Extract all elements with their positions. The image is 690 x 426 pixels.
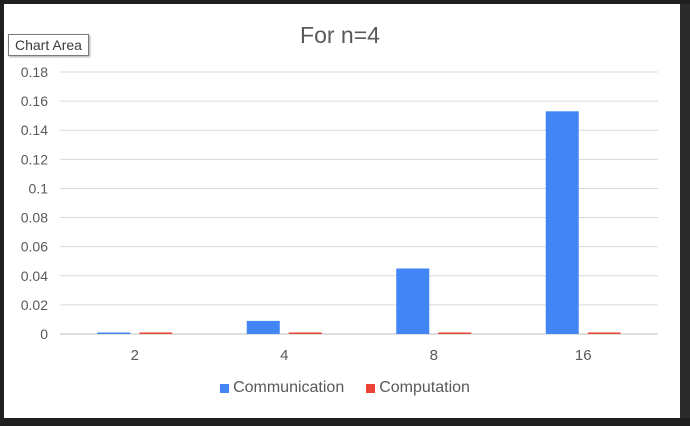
bar-computation-16[interactable] xyxy=(587,332,621,335)
y-tick-label: 0.18 xyxy=(21,64,48,80)
y-tick-label: 0.16 xyxy=(21,93,48,109)
bar-computation-4[interactable] xyxy=(288,332,322,335)
x-tick-label: 8 xyxy=(430,347,438,364)
y-tick-label: 0.04 xyxy=(21,268,48,284)
y-tick-label: 0.14 xyxy=(21,122,48,138)
y-tick-label: 0.08 xyxy=(21,210,48,226)
y-tick-label: 0.02 xyxy=(21,297,48,313)
legend-label-communication: Communication xyxy=(233,379,345,396)
legend-item-communication[interactable]: Communication xyxy=(220,379,344,397)
x-tick-label: 16 xyxy=(575,347,592,364)
chart-title: For n=4 xyxy=(300,22,380,48)
window-edge xyxy=(680,4,690,418)
legend-item-computation[interactable]: Computation xyxy=(366,379,470,397)
y-tick-label: 0.1 xyxy=(29,180,49,196)
bar-computation-8[interactable] xyxy=(438,332,472,335)
legend[interactable]: Communication Computation xyxy=(0,379,690,397)
legend-swatch-communication xyxy=(220,383,230,393)
chart-area-tooltip: Chart Area xyxy=(8,34,89,56)
y-tick-label: 0.12 xyxy=(21,151,48,167)
x-tick-label: 2 xyxy=(131,347,139,364)
legend-swatch-computation xyxy=(366,383,376,393)
bars xyxy=(97,111,621,334)
y-tick-label: 0 xyxy=(40,326,48,342)
bar-communication-2[interactable] xyxy=(97,332,131,335)
x-tick-label: 4 xyxy=(280,347,288,364)
x-axis-tick-labels: 2 4 8 16 xyxy=(131,347,592,364)
y-tick-label: 0.06 xyxy=(21,239,48,255)
bar-computation-2[interactable] xyxy=(139,332,173,335)
bar-communication-16[interactable] xyxy=(545,111,579,334)
bar-communication-4[interactable] xyxy=(246,320,280,334)
y-axis-tick-labels: 0 0.02 0.04 0.06 0.08 0.1 0.12 0.14 0.16 0.18 xyxy=(21,64,48,342)
bar-communication-8[interactable] xyxy=(396,268,430,335)
legend-label-computation: Computation xyxy=(379,379,470,396)
